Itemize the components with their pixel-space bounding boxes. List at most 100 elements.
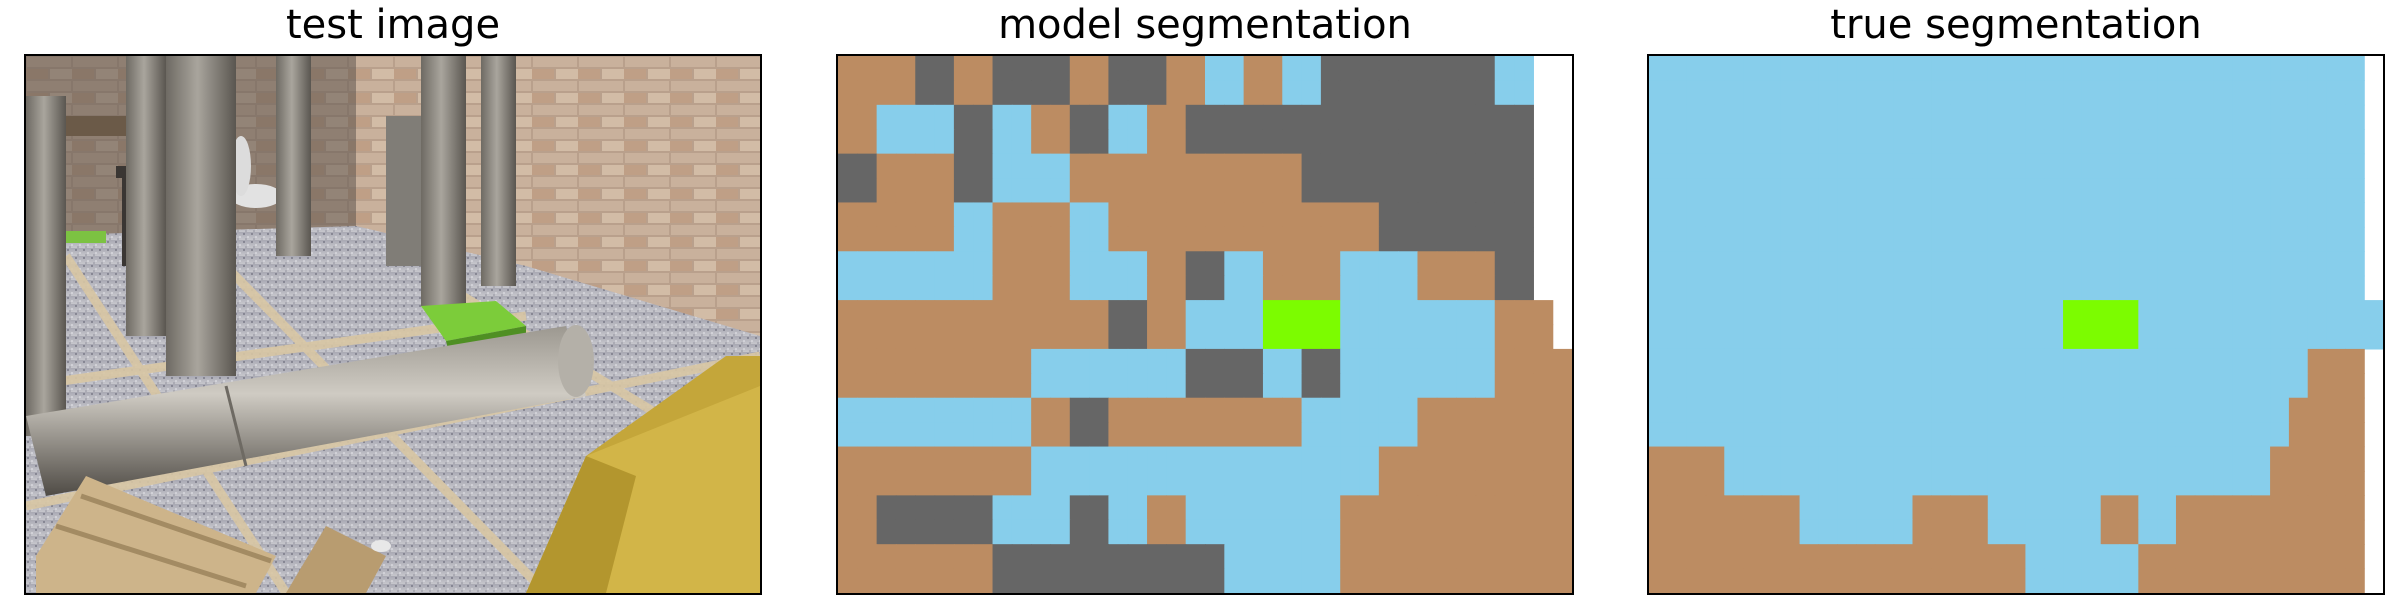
segment-cell-sky: [1780, 129, 1801, 155]
segment-cell-sky: [2044, 178, 2064, 204]
segment-cell-wood: [1359, 226, 1380, 252]
segment-cell-sky: [2157, 470, 2177, 496]
segment-cell-wood: [1436, 422, 1457, 448]
segment-cell-wood: [2194, 568, 2215, 593]
segment-cell-sky: [1050, 519, 1071, 545]
segment-cell-wood: [1649, 544, 1669, 570]
segment-cell-sky: [2063, 104, 2083, 130]
segment-cell-sky: [992, 104, 1013, 130]
segment-cell-sky: [2194, 226, 2215, 252]
segment-cell-sky: [1724, 56, 1744, 82]
segment-cell-sky: [1185, 324, 1206, 350]
segment-cell-sky: [2119, 226, 2139, 252]
segment-cell-sky: [1987, 519, 2008, 545]
segment-cell-sky: [2270, 422, 2290, 448]
segment-cell-sky: [973, 202, 994, 228]
segment-cell-sky: [1799, 80, 1819, 106]
segment-cell-sky: [1743, 348, 1763, 374]
segment-cell-sky: [1243, 544, 1264, 570]
segment-cell-sky: [1761, 446, 1782, 472]
segment-cell-wood: [1378, 446, 1399, 472]
segment-cell-sky: [1649, 251, 1669, 277]
segment-cell-concrete: [1320, 348, 1341, 374]
segment-cell-sky: [1931, 56, 1951, 82]
segment-cell-sky: [1837, 178, 1857, 204]
segment-cell-sky: [1799, 397, 1819, 423]
segment-cell-concrete: [1011, 568, 1032, 593]
segment-cell-sky: [2138, 422, 2158, 448]
segment-cell-sky: [2119, 275, 2139, 301]
segment-cell-sky: [1243, 519, 1264, 545]
segment-cell-wood: [1705, 544, 1725, 570]
segment-cell-wood: [2175, 568, 2196, 593]
segment-cell-sky: [2270, 129, 2290, 155]
segment-cell-sky: [1931, 422, 1951, 448]
segment-cell-concrete: [1031, 56, 1052, 82]
segment-cell-sky: [2081, 275, 2102, 301]
segment-cell-wood: [1649, 446, 1669, 472]
segment-cell-sky: [1893, 300, 1914, 326]
segment-cell-wood: [1127, 202, 1148, 228]
segment-cell-sky: [2006, 422, 2027, 448]
segment-cell-sky: [973, 422, 994, 448]
segment-cell-wood: [2326, 568, 2346, 593]
segment-cell-sky: [2175, 178, 2196, 204]
segment-cell-sky: [1874, 104, 1895, 130]
segment-cell-concrete: [1185, 568, 1206, 593]
segment-cell-concrete: [1301, 348, 1322, 374]
segment-cell-concrete: [973, 495, 994, 521]
segment-cell-sky: [2326, 251, 2346, 277]
segment-cell-wood: [1649, 495, 1669, 521]
segment-cell-sky: [1874, 470, 1895, 496]
segment-cell-sky: [1011, 495, 1032, 521]
segment-cell-wood: [1359, 544, 1380, 570]
segment-cell-sky: [2044, 202, 2064, 228]
segment-cell-wood: [876, 446, 897, 472]
segment-cell-sky: [2006, 275, 2027, 301]
segment-cell-sky: [1780, 470, 1801, 496]
segment-cell-sky: [1417, 348, 1438, 374]
segment-cell-sky: [1987, 422, 2008, 448]
segment-cell-wood: [1340, 519, 1361, 545]
segment-cell-sky: [1893, 422, 1914, 448]
segment-cell-sky: [2006, 495, 2027, 521]
segment-cell-wood: [1950, 519, 1970, 545]
segment-cell-sky: [2044, 153, 2064, 179]
segment-cell-wood: [2100, 495, 2121, 521]
segment-cell-wood: [1494, 422, 1515, 448]
true-segmentation-title: true segmentation: [1830, 2, 2202, 48]
segment-cell-sky: [2307, 300, 2328, 326]
segment-cell-sky: [2044, 129, 2064, 155]
segment-cell-sky: [934, 422, 955, 448]
segment-cell-sky: [1340, 397, 1361, 423]
segment-cell-wood: [1533, 519, 1554, 545]
segment-cell-concrete: [1398, 80, 1419, 106]
segment-cell-sky: [2270, 56, 2290, 82]
segment-cell-sky: [2063, 226, 2083, 252]
segment-cell-wood: [1968, 544, 1989, 570]
segment-cell-sky: [992, 422, 1013, 448]
segment-cell-sky: [1320, 446, 1341, 472]
segment-cell-wood: [2288, 470, 2309, 496]
segment-cell-sky: [1799, 202, 1819, 228]
segment-cell-sky: [1667, 422, 1688, 448]
segment-cell-sky: [1494, 80, 1515, 106]
segment-cell-grass: [1262, 300, 1283, 326]
segment-cell-wood: [1050, 275, 1071, 301]
segment-cell-sky: [2025, 300, 2045, 326]
segment-cell-wood: [1398, 446, 1419, 472]
segment-cell-sky: [2175, 470, 2196, 496]
segment-cell-wood: [973, 56, 994, 82]
segment-cell-sky: [1705, 56, 1725, 82]
segment-cell-sky: [1667, 104, 1688, 130]
segment-cell-sky: [1089, 226, 1110, 252]
segment-cell-sky: [1950, 56, 1970, 82]
segment-cell-grass: [2081, 300, 2102, 326]
segment-cell-sky: [2194, 373, 2215, 399]
segment-cell-sky: [2175, 373, 2196, 399]
segment-cell-sky: [1359, 251, 1380, 277]
segment-cell-sky: [2345, 80, 2365, 106]
segment-cell-concrete: [1494, 153, 1515, 179]
segment-cell-wood: [1475, 251, 1496, 277]
segment-cell-wood: [953, 544, 974, 570]
